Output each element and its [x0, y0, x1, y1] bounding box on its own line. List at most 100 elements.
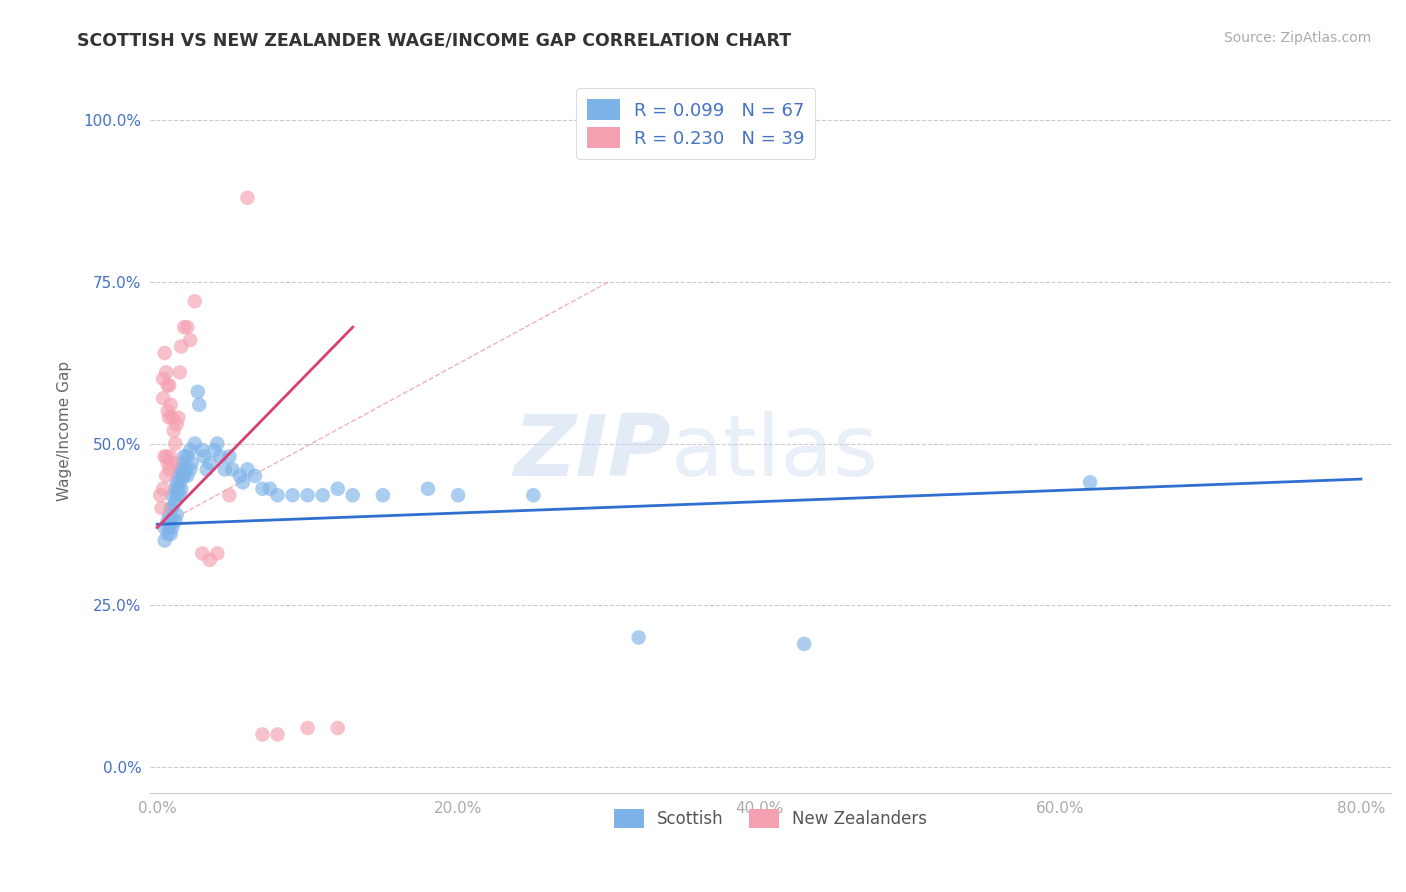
Point — [184, 294, 207, 309]
Point — [160, 488, 183, 502]
Point — [152, 372, 174, 386]
Point — [326, 721, 349, 735]
Point — [156, 527, 179, 541]
Point — [170, 462, 193, 476]
Point — [156, 378, 179, 392]
Point — [297, 488, 319, 502]
Point — [152, 391, 174, 405]
Point — [167, 410, 190, 425]
Legend: Scottish, New Zealanders: Scottish, New Zealanders — [607, 803, 934, 835]
Point — [159, 527, 181, 541]
Point — [793, 637, 815, 651]
Point — [522, 488, 544, 502]
Point — [627, 631, 650, 645]
Point — [159, 514, 181, 528]
Point — [252, 727, 274, 741]
Point — [156, 514, 179, 528]
Point — [169, 488, 191, 502]
Point — [157, 462, 180, 476]
Point — [157, 410, 180, 425]
Point — [159, 398, 181, 412]
Point — [198, 456, 221, 470]
Point — [229, 468, 252, 483]
Point — [172, 456, 194, 470]
Point — [153, 533, 176, 548]
Point — [218, 488, 240, 502]
Point — [173, 468, 195, 483]
Point — [173, 450, 195, 464]
Point — [170, 482, 193, 496]
Point — [155, 365, 177, 379]
Point — [166, 417, 188, 431]
Point — [157, 520, 180, 534]
Point — [160, 501, 183, 516]
Point — [169, 365, 191, 379]
Point — [153, 346, 176, 360]
Point — [157, 508, 180, 522]
Point — [342, 488, 364, 502]
Point — [153, 520, 176, 534]
Point — [155, 450, 177, 464]
Point — [207, 436, 229, 450]
Point — [156, 404, 179, 418]
Point — [172, 468, 194, 483]
Text: atlas: atlas — [671, 411, 879, 494]
Point — [163, 424, 186, 438]
Point — [236, 191, 259, 205]
Point — [198, 553, 221, 567]
Point — [252, 482, 274, 496]
Text: SCOTTISH VS NEW ZEALANDER WAGE/INCOME GAP CORRELATION CHART: SCOTTISH VS NEW ZEALANDER WAGE/INCOME GA… — [77, 31, 792, 49]
Point — [311, 488, 333, 502]
Text: Source: ZipAtlas.com: Source: ZipAtlas.com — [1223, 31, 1371, 45]
Point — [232, 475, 254, 490]
Point — [191, 546, 214, 560]
Point — [165, 514, 187, 528]
Point — [281, 488, 304, 502]
Point — [221, 462, 243, 476]
Point — [165, 494, 187, 508]
Point — [176, 450, 198, 464]
Point — [160, 456, 183, 470]
Point — [243, 468, 266, 483]
Point — [179, 333, 201, 347]
Point — [209, 450, 232, 464]
Point — [259, 482, 281, 496]
Point — [191, 442, 214, 457]
Point — [170, 339, 193, 353]
Point — [159, 450, 181, 464]
Point — [152, 482, 174, 496]
Point — [193, 450, 215, 464]
Point — [157, 378, 180, 392]
Point — [167, 468, 190, 483]
Point — [214, 462, 236, 476]
Point — [159, 501, 181, 516]
Point — [218, 450, 240, 464]
Point — [169, 475, 191, 490]
Point — [202, 442, 225, 457]
Point — [195, 462, 218, 476]
Point — [166, 475, 188, 490]
Point — [416, 482, 439, 496]
Point — [174, 462, 197, 476]
Point — [173, 320, 195, 334]
Point — [297, 721, 319, 735]
Point — [187, 384, 209, 399]
Point — [160, 520, 183, 534]
Point — [149, 488, 172, 502]
Point — [179, 442, 201, 457]
Point — [179, 462, 201, 476]
Point — [165, 436, 187, 450]
Text: ZIP: ZIP — [513, 411, 671, 494]
Point — [266, 488, 288, 502]
Point — [156, 456, 179, 470]
Point — [153, 450, 176, 464]
Point — [180, 456, 202, 470]
Point — [207, 546, 229, 560]
Point — [155, 468, 177, 483]
Point — [371, 488, 394, 502]
Point — [236, 462, 259, 476]
Point — [166, 508, 188, 522]
Point — [176, 468, 198, 483]
Point — [169, 462, 191, 476]
Point — [1078, 475, 1101, 490]
